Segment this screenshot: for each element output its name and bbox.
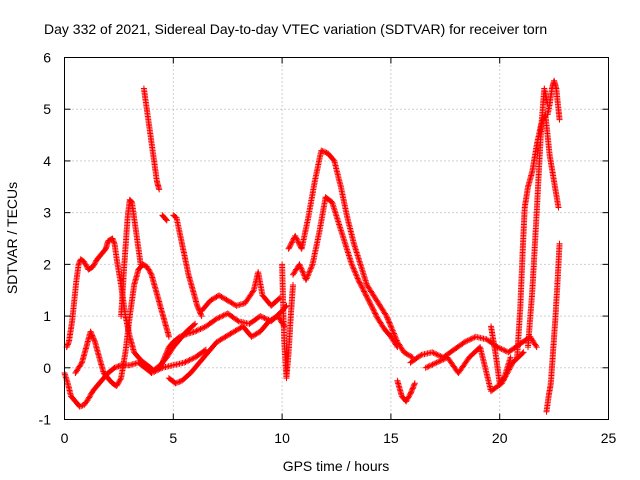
- series-sat-track-g: [170, 212, 205, 320]
- series-sat-track-q: [488, 323, 514, 387]
- series-sat-track-i: [165, 313, 288, 387]
- x-tick-label: 15: [383, 430, 399, 446]
- data-point-markers: [170, 212, 205, 320]
- data-point-markers: [514, 111, 562, 361]
- y-tick-label: 4: [43, 153, 51, 169]
- series-sat-track-n: [394, 377, 418, 405]
- data-point-markers: [198, 269, 283, 314]
- x-tick-label: 10: [274, 430, 290, 446]
- data-point-markers: [159, 212, 170, 224]
- x-tick-label: 25: [601, 430, 617, 446]
- series-sat-track-k: [279, 261, 296, 382]
- data-point-markers: [544, 77, 563, 123]
- axis-ticks: [64, 57, 609, 420]
- data-point-markers: [118, 196, 144, 320]
- data-point-markers: [488, 323, 514, 387]
- y-tick-label: 2: [43, 256, 51, 272]
- series-sat-track-f: [159, 212, 170, 224]
- y-tick-label: -1: [39, 412, 52, 428]
- data-point-markers: [290, 194, 401, 351]
- series-sat-track-c: [72, 261, 172, 389]
- series-sat-track-e: [140, 85, 163, 193]
- y-tick-labels: -1 0 1 2 3 4 5 6: [39, 50, 52, 428]
- data-points: [61, 77, 563, 415]
- series-sat-track-u: [543, 240, 563, 415]
- data-point-markers: [165, 313, 288, 387]
- series-sat-track-l: [285, 147, 416, 361]
- y-tick-label: 3: [43, 205, 51, 221]
- y-axis-label: SDTVAR / TECUs: [4, 182, 20, 294]
- data-point-markers: [72, 261, 172, 389]
- series-sat-track-t: [544, 77, 563, 123]
- y-tick-label: 5: [43, 101, 51, 117]
- chart-title: Day 332 of 2021, Sidereal Day-to-day VTE…: [44, 21, 547, 37]
- x-tick-labels: 0 5 10 15 20 25: [61, 430, 617, 446]
- series-sat-track-r: [514, 111, 562, 361]
- x-tick-label: 20: [492, 430, 508, 446]
- y-tick-label: 0: [43, 360, 51, 376]
- series-sat-track-j: [198, 269, 283, 314]
- x-tick-label: 5: [169, 430, 177, 446]
- x-tick-label: 0: [61, 430, 69, 446]
- plot-frame: [64, 57, 609, 420]
- data-point-markers: [394, 377, 418, 405]
- data-point-markers: [279, 261, 296, 382]
- x-axis-label: GPS time / hours: [283, 458, 390, 474]
- y-tick-label: 6: [43, 50, 51, 66]
- data-point-markers: [525, 85, 551, 351]
- y-tick-label: 1: [43, 308, 51, 324]
- series-sat-track-s: [525, 85, 551, 351]
- data-point-markers: [140, 85, 163, 193]
- data-point-markers: [543, 240, 563, 415]
- series-sat-track-d: [118, 196, 144, 320]
- data-point-markers: [285, 147, 416, 361]
- series-sat-track-m: [290, 194, 401, 351]
